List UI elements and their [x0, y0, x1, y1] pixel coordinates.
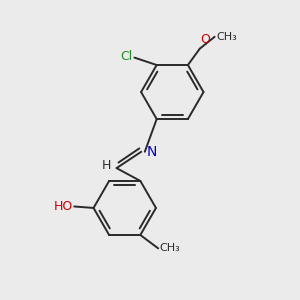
Text: HO: HO — [53, 200, 73, 213]
Text: CH₃: CH₃ — [160, 243, 180, 254]
Text: N: N — [147, 145, 157, 159]
Text: Cl: Cl — [120, 50, 132, 63]
Text: CH₃: CH₃ — [216, 32, 237, 42]
Text: O: O — [201, 33, 211, 46]
Text: H: H — [102, 159, 111, 172]
